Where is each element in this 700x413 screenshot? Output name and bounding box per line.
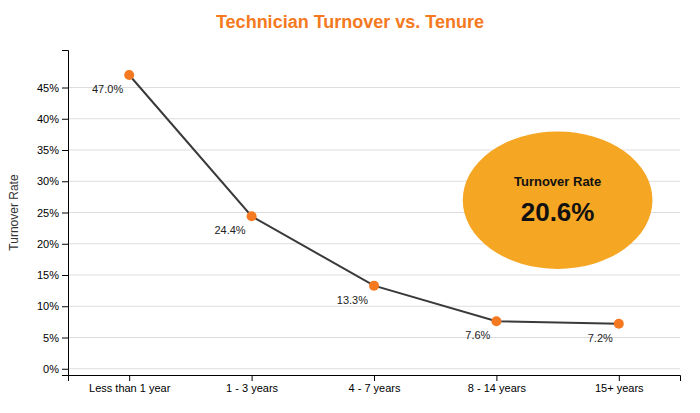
annotation-text: Turnover Rate xyxy=(514,174,601,189)
y-tick-mark xyxy=(62,369,68,370)
y-tick: 35% xyxy=(37,144,68,156)
y-tick-mark xyxy=(62,150,68,151)
marker xyxy=(491,316,501,326)
chart: Technician Turnover vs. Tenure 0% 5% 10% 15%… xyxy=(0,0,700,413)
y-tick-mark xyxy=(62,275,68,276)
y-tick-label: 45% xyxy=(37,82,59,94)
y-tick-mark xyxy=(62,88,68,89)
marker xyxy=(614,319,624,329)
x-tick-mark xyxy=(252,375,253,381)
y-tick: 25% xyxy=(37,207,68,219)
grid-line xyxy=(68,368,680,369)
y-tick-mark xyxy=(62,181,68,182)
data-label: 13.3% xyxy=(337,294,368,306)
y-tick-label: 40% xyxy=(37,113,59,125)
y-axis-title: Turnover Rate xyxy=(7,174,21,251)
x-axis: Less than 1 year 1 - 3 years 4 - 7 years 8 … xyxy=(69,375,681,394)
y-tick-mark xyxy=(62,338,68,339)
y-tick-label: 25% xyxy=(37,207,59,219)
data-label: 7.2% xyxy=(588,332,613,344)
x-tick: 8 - 14 years xyxy=(468,375,527,394)
x-tick: 15+ years xyxy=(595,375,644,394)
marks xyxy=(124,70,624,329)
y-axis: 0% 5% 10% 15% 20% 25% 30% 35% 40% 45% xyxy=(37,51,69,376)
annotation-ellipse xyxy=(463,131,653,268)
line xyxy=(129,75,619,324)
y-tick-label: 10% xyxy=(37,300,59,312)
x-tick-mark xyxy=(129,375,130,381)
y-tick: 0% xyxy=(43,363,68,375)
marker xyxy=(247,211,257,221)
marker xyxy=(369,281,379,291)
data-label: 7.6% xyxy=(465,329,490,341)
x-tick-label: 15+ years xyxy=(595,382,644,394)
y-tick: 15% xyxy=(37,269,68,281)
y-tick-mark xyxy=(62,119,68,120)
x-tick: 1 - 3 years xyxy=(226,375,278,394)
data-label: 47.0% xyxy=(92,83,123,95)
x-tick: Less than 1 year xyxy=(89,375,171,394)
data-labels: 47.0% 24.4% 13.3% 7.6% 7.2% xyxy=(92,83,613,344)
y-tick: 40% xyxy=(37,113,68,125)
y-tick-mark xyxy=(62,306,68,307)
grid xyxy=(68,88,680,369)
x-tick-mark xyxy=(496,375,497,381)
grid-line xyxy=(68,118,680,119)
data-label: 24.4% xyxy=(214,224,245,236)
y-tick: 45% xyxy=(37,82,68,94)
y-tick-label: 0% xyxy=(43,363,59,375)
y-tick: 30% xyxy=(37,175,68,187)
y-tick-label: 15% xyxy=(37,269,59,281)
y-tick-label: 30% xyxy=(37,175,59,187)
grid-line xyxy=(68,306,680,307)
title: Technician Turnover vs. Tenure xyxy=(216,12,484,32)
marker xyxy=(124,70,134,80)
x-tick-label: 1 - 3 years xyxy=(226,382,278,394)
x-tick-label: 8 - 14 years xyxy=(468,382,527,394)
x-tick-label: 4 - 7 years xyxy=(349,382,401,394)
x-tick: 4 - 7 years xyxy=(349,375,401,394)
annotation: Turnover Rate 20.6% xyxy=(463,131,653,268)
grid-line xyxy=(68,87,680,88)
plot: 0% 5% 10% 15% 20% 25% 30% 35% 40% 45% Less than 1 … xyxy=(7,51,681,394)
y-tick-mark xyxy=(62,244,68,245)
y-axis-line xyxy=(62,51,69,376)
x-axis-line xyxy=(69,376,681,382)
y-tick: 20% xyxy=(37,238,68,250)
y-tick-label: 20% xyxy=(37,238,59,250)
grid-line xyxy=(68,275,680,276)
x-tick-label: Less than 1 year xyxy=(89,382,171,394)
x-tick-mark xyxy=(619,375,620,381)
y-tick-label: 35% xyxy=(37,144,59,156)
x-tick-mark xyxy=(374,375,375,381)
y-tick: 5% xyxy=(43,332,68,344)
y-tick-label: 5% xyxy=(43,332,59,344)
y-tick-mark xyxy=(62,213,68,214)
annotation-text: 20.6% xyxy=(521,197,595,227)
y-tick: 10% xyxy=(37,300,68,312)
